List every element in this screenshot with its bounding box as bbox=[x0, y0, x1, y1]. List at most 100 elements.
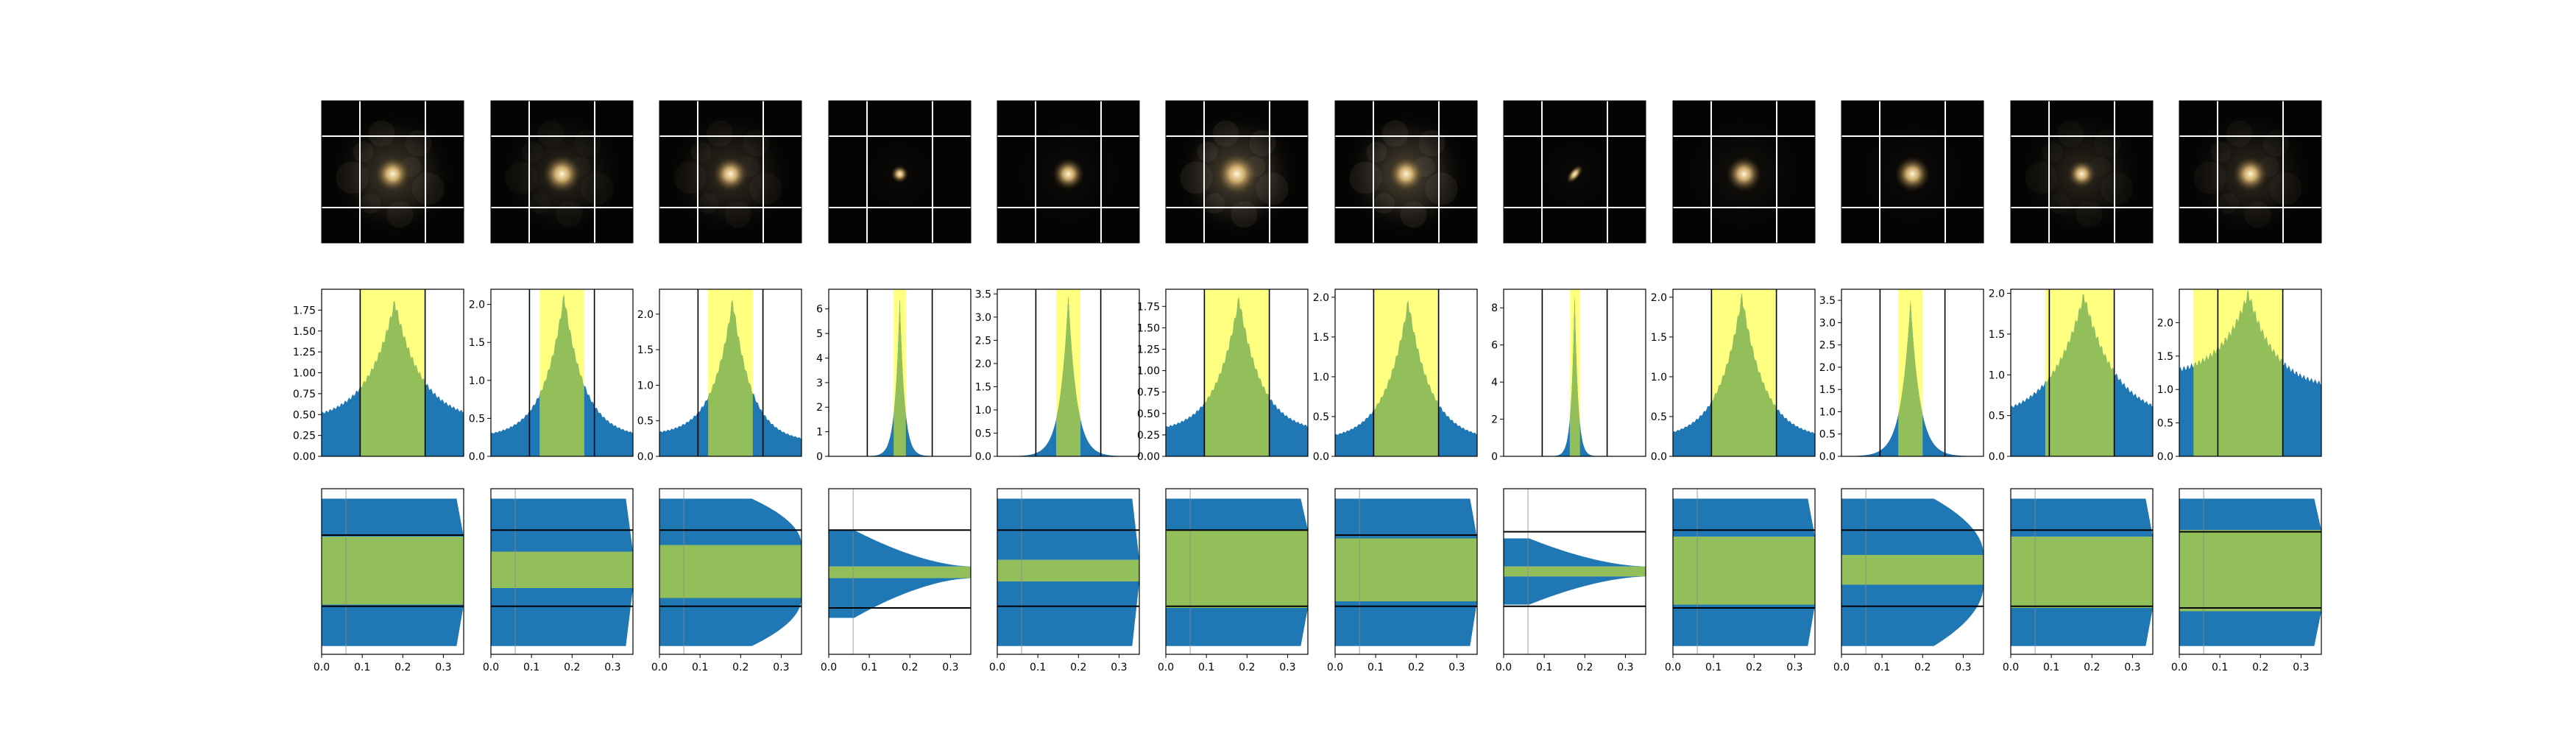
band-panel: 0.0 0.1 0.2 0.3 bbox=[651, 488, 802, 673]
x-tick-label: 0.2 bbox=[732, 662, 749, 673]
upper-band bbox=[1335, 498, 1477, 539]
galaxy-clump bbox=[353, 141, 374, 163]
x-tick-label: 0.0 bbox=[1833, 662, 1850, 673]
y-tick-label: 0.0 bbox=[1989, 451, 2005, 463]
lower-band bbox=[659, 598, 802, 646]
galaxy-image-panel bbox=[2010, 100, 2154, 244]
lower-band bbox=[1166, 608, 1308, 646]
galaxy-image-panel bbox=[997, 100, 1140, 244]
x-tick-label: 0.2 bbox=[1746, 662, 1762, 673]
galaxy-clump bbox=[1180, 161, 1213, 194]
x-tick-label: 0.1 bbox=[523, 662, 539, 673]
galaxy-core bbox=[1052, 158, 1085, 191]
galaxy-clump bbox=[405, 130, 432, 157]
highlighted-band bbox=[2011, 537, 2153, 608]
x-tick-label: 0.0 bbox=[483, 662, 499, 673]
galaxy-clump bbox=[724, 201, 751, 228]
lower-band bbox=[2011, 608, 2153, 646]
highlighted-band bbox=[1504, 566, 1646, 577]
galaxy-clump bbox=[690, 141, 712, 163]
y-tick-label: 1.00 bbox=[1137, 366, 1160, 378]
band-frame bbox=[1841, 488, 1984, 655]
highlighted-band bbox=[659, 545, 802, 598]
image-frame bbox=[659, 100, 802, 244]
band-frame bbox=[1165, 488, 1309, 655]
x-tick-label: 0.2 bbox=[1577, 662, 1593, 673]
y-tick-label: 5 bbox=[816, 328, 823, 340]
x-tick-label: 0.2 bbox=[1408, 662, 1424, 673]
galaxy-clump bbox=[2193, 161, 2226, 194]
galaxy-image-panel bbox=[321, 100, 464, 244]
x-tick-label: 0.2 bbox=[1914, 662, 1931, 673]
band-panel: 0.0 0.1 0.2 0.3 bbox=[821, 488, 972, 673]
galaxy-clump bbox=[522, 141, 543, 163]
x-tick-label: 0.3 bbox=[1786, 662, 1802, 673]
y-tick-label: 0.5 bbox=[975, 428, 991, 439]
histogram-panel: 0 2 4 6 8 bbox=[1491, 289, 1646, 463]
x-tick-label: 0.1 bbox=[1367, 662, 1384, 673]
band-frame bbox=[2179, 488, 2322, 655]
image-frame bbox=[1334, 100, 1478, 244]
x-tick-label: 0.1 bbox=[354, 662, 370, 673]
galaxy-clump bbox=[2218, 193, 2239, 214]
x-tick-label: 0.3 bbox=[2293, 662, 2309, 673]
y-tick-label: 0.0 bbox=[637, 451, 654, 463]
image-frame bbox=[1841, 100, 1984, 244]
highlighted-band bbox=[1335, 538, 1477, 601]
lower-band bbox=[491, 588, 633, 646]
band-frame bbox=[321, 488, 464, 655]
y-tick-label: 3.5 bbox=[1819, 295, 1836, 307]
galaxy-clump bbox=[2101, 172, 2134, 205]
x-tick-label: 0.1 bbox=[2212, 662, 2228, 673]
galaxy-image-panel bbox=[1165, 100, 1309, 244]
y-tick-label: 0.75 bbox=[1137, 387, 1160, 399]
upper-band bbox=[829, 530, 971, 567]
y-tick-label: 2 bbox=[1491, 414, 1498, 426]
x-tick-label: 0.0 bbox=[2171, 662, 2187, 673]
band-frame bbox=[828, 488, 972, 655]
histogram-frame bbox=[828, 289, 972, 457]
histogram-frame bbox=[1841, 289, 1984, 457]
x-tick-label: 0.1 bbox=[1705, 662, 1722, 673]
image-frame bbox=[997, 100, 1140, 244]
galaxy-image-panel bbox=[2179, 100, 2322, 244]
galaxy-image-panel bbox=[828, 100, 972, 244]
y-tick-label: 2.0 bbox=[2157, 317, 2173, 329]
y-tick-label: 3.0 bbox=[1819, 317, 1836, 329]
galaxy-image-panel bbox=[1503, 100, 1646, 244]
x-tick-label: 0.3 bbox=[1955, 662, 1971, 673]
upper-band bbox=[997, 498, 1139, 560]
y-tick-label: 1.0 bbox=[1819, 406, 1836, 418]
x-tick-label: 0.2 bbox=[2084, 662, 2100, 673]
galaxy-clump bbox=[2025, 161, 2058, 194]
galaxy-clump bbox=[1256, 172, 1289, 205]
galaxy-clump bbox=[749, 172, 782, 205]
galaxy-image-panel bbox=[490, 100, 634, 244]
x-tick-label: 0.2 bbox=[1070, 662, 1086, 673]
highlighted-band bbox=[1166, 530, 1308, 608]
galaxy-image-panel bbox=[659, 100, 802, 244]
galaxy-clump bbox=[2076, 201, 2103, 228]
x-tick-label: 0.3 bbox=[1448, 662, 1465, 673]
galaxy-clump bbox=[2262, 130, 2290, 157]
galaxy-image-panel bbox=[1672, 100, 1816, 244]
histogram-panel: 0.0 0.5 1.0 1.5 2.0 bbox=[1651, 289, 1816, 463]
y-tick-label: 2.0 bbox=[1989, 289, 2005, 300]
lower-band bbox=[1504, 576, 1646, 605]
band-panel: 0.0 0.1 0.2 0.3 bbox=[1496, 488, 1646, 673]
galaxy-core bbox=[891, 165, 909, 183]
histogram-panel: 0.0 0.5 1.0 1.5 2.0 bbox=[637, 289, 802, 463]
y-tick-label: 1.5 bbox=[975, 381, 991, 393]
galaxy-clump bbox=[1349, 161, 1382, 194]
y-tick-label: 0.5 bbox=[637, 416, 654, 428]
highlighted-band bbox=[829, 566, 971, 578]
x-tick-label: 0.1 bbox=[1874, 662, 1890, 673]
y-tick-label: 0.0 bbox=[1651, 451, 1667, 463]
galaxy-clump bbox=[368, 120, 395, 147]
histogram-panel: 0.0 0.5 1.0 1.5 2.0 bbox=[469, 289, 634, 463]
x-tick-label: 0.0 bbox=[1665, 662, 1681, 673]
highlighted-band bbox=[322, 537, 464, 605]
galaxy-clump bbox=[1249, 130, 1276, 157]
upper-band bbox=[2179, 498, 2321, 531]
